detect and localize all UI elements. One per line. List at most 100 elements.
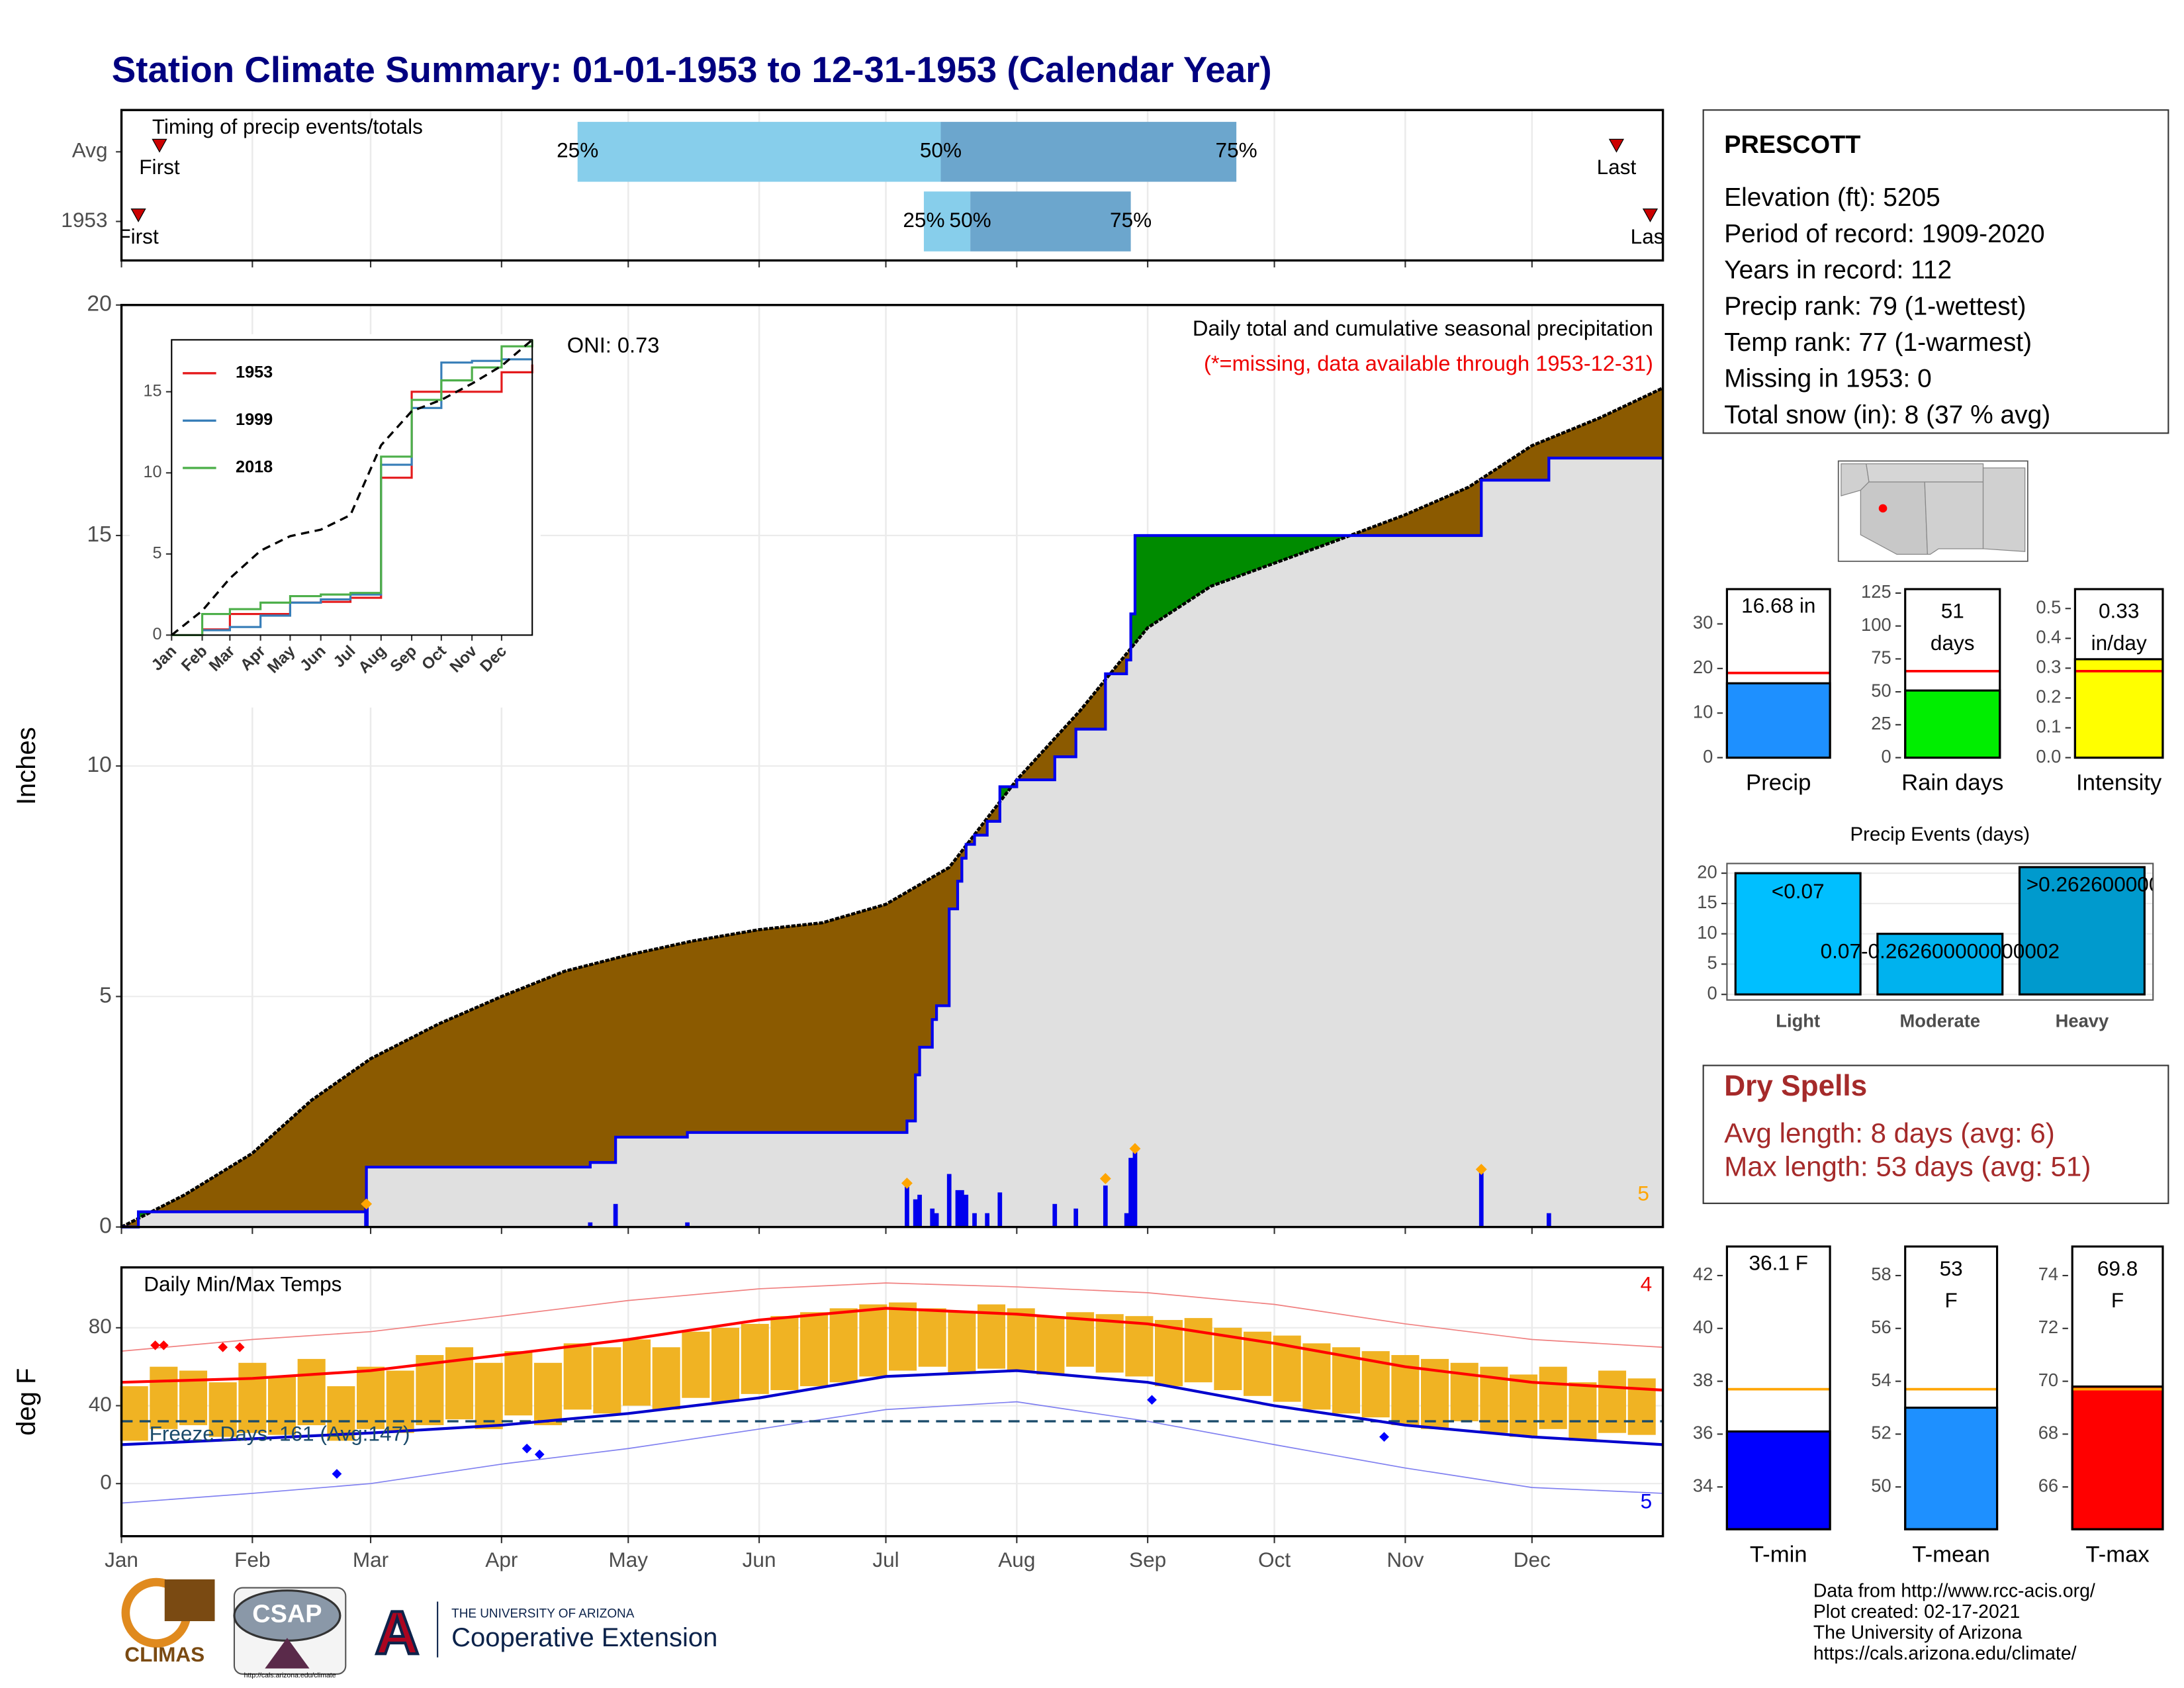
dry-spells-box bbox=[1702, 1064, 2169, 1204]
legend-label: 2018 bbox=[236, 458, 273, 477]
temp-bar bbox=[267, 1376, 296, 1435]
temp-bar bbox=[918, 1308, 946, 1367]
temp-bar bbox=[948, 1312, 976, 1373]
value-label: 51 days bbox=[1931, 599, 1975, 655]
temp-bar bbox=[770, 1316, 799, 1390]
daily-bar bbox=[1073, 1208, 1079, 1227]
bar bbox=[1876, 933, 2004, 996]
record-marker bbox=[234, 1342, 245, 1352]
percent-label: 50% bbox=[920, 138, 962, 162]
bar-frame bbox=[1725, 1245, 1831, 1530]
temp-bar bbox=[711, 1327, 740, 1402]
y-tick-label: 54 bbox=[1871, 1370, 1891, 1390]
temp-bar bbox=[475, 1362, 503, 1429]
marker-label: Last bbox=[1631, 224, 1670, 248]
category-label: Intensity bbox=[2076, 771, 2162, 796]
y-tick-label: 74 bbox=[2038, 1264, 2058, 1284]
timing-bar bbox=[940, 122, 1237, 182]
y-tick-label: 15 bbox=[1697, 892, 1717, 912]
temp-bar bbox=[563, 1343, 592, 1410]
temp-bar bbox=[622, 1339, 651, 1406]
plot-frame bbox=[1726, 863, 2154, 1001]
temp-bar bbox=[120, 1386, 148, 1441]
info-line: Precip rank: 79 (1-wettest) bbox=[1724, 292, 2026, 320]
record-marker bbox=[158, 1340, 169, 1350]
map-state bbox=[1866, 463, 1984, 483]
series-line bbox=[171, 340, 533, 636]
logo-text: CSAP bbox=[252, 1601, 322, 1628]
class-label: <0.07 bbox=[1772, 879, 1825, 903]
y-tick-label: 100 bbox=[1861, 614, 1891, 635]
y-tick-label: 5 bbox=[153, 544, 162, 563]
bar-frame bbox=[1904, 588, 2001, 759]
y-tick-label: 0.1 bbox=[2036, 716, 2061, 737]
y-tick-label: 125 bbox=[1861, 581, 1891, 602]
category-label: Moderate bbox=[1900, 1011, 1981, 1031]
value-label: 53 F bbox=[1940, 1256, 1963, 1312]
y-tick-label: 10 bbox=[143, 463, 161, 481]
y-tick-label: 58 bbox=[1871, 1264, 1891, 1284]
temp-bar bbox=[1066, 1312, 1095, 1367]
logo-text: THE UNIVERSITY OF ARIZONA bbox=[451, 1607, 635, 1620]
inset-background bbox=[130, 334, 541, 708]
y-tick-label: 80 bbox=[89, 1314, 112, 1338]
category-label: T-mean bbox=[1912, 1542, 1990, 1567]
temp-bar bbox=[1036, 1316, 1065, 1375]
x-tick-label: May bbox=[608, 1548, 648, 1571]
timing-marker bbox=[1608, 138, 1625, 153]
category-label: T-min bbox=[1750, 1542, 1807, 1567]
x-tick-label: Mar bbox=[353, 1548, 388, 1571]
logo-url: http://cals.arizona.edu/climate bbox=[244, 1671, 336, 1679]
plot-frame bbox=[120, 304, 1664, 1229]
marker-label: First bbox=[118, 224, 159, 248]
timing-marker bbox=[1642, 208, 1659, 222]
daily-bar bbox=[917, 1194, 922, 1227]
y-tick-label: 56 bbox=[1871, 1317, 1891, 1337]
temp-bar bbox=[977, 1304, 1006, 1369]
timing-bar bbox=[923, 191, 971, 252]
temp-bar bbox=[1125, 1316, 1154, 1377]
normal-low-line bbox=[121, 1369, 1663, 1446]
normal-high-line bbox=[121, 1307, 1663, 1392]
y-tick-label: 75 bbox=[1871, 647, 1891, 668]
y-tick-label: 0.4 bbox=[2036, 627, 2061, 647]
temp-bar bbox=[1539, 1366, 1567, 1429]
logo-csap: CSAP http://cals.arizona.edu/climate bbox=[233, 1587, 347, 1679]
y-tick-label: 15 bbox=[87, 522, 111, 547]
temp-bar bbox=[356, 1366, 385, 1429]
series-line bbox=[171, 358, 533, 636]
y-tick-label: 10 bbox=[1697, 922, 1717, 943]
record-count: 5 bbox=[1637, 1182, 1649, 1205]
logo-ua: A THE UNIVERSITY OF ARIZONA Cooperative … bbox=[374, 1597, 718, 1669]
y-tick-label: 20 bbox=[87, 292, 111, 316]
map-state bbox=[1924, 481, 1984, 555]
y-tick-label: 10 bbox=[87, 753, 111, 777]
daily-bar bbox=[1103, 1185, 1108, 1227]
value-label: 16.68 in bbox=[1741, 594, 1815, 618]
record-marker bbox=[522, 1443, 532, 1454]
percent-label: 25% bbox=[903, 208, 944, 232]
bar bbox=[2071, 1385, 2164, 1530]
timing-marker bbox=[130, 208, 146, 222]
temp-bar bbox=[1302, 1343, 1331, 1410]
logo-text: CLIMAS bbox=[124, 1642, 205, 1666]
bar bbox=[2018, 866, 2146, 996]
observed-line bbox=[121, 456, 1663, 1229]
logo-shape bbox=[164, 1579, 215, 1622]
percent-label: 25% bbox=[557, 138, 598, 162]
y-tick-label: 40 bbox=[1693, 1317, 1713, 1337]
y-tick-label: 72 bbox=[2038, 1317, 2058, 1337]
daily-bar bbox=[1546, 1213, 1551, 1227]
y-tick-label: 40 bbox=[89, 1392, 112, 1416]
row-label: Avg bbox=[72, 138, 108, 162]
y-tick-label: 0.3 bbox=[2036, 657, 2061, 677]
timing-bar bbox=[577, 122, 941, 182]
temp-bar bbox=[888, 1302, 917, 1371]
temp-bar bbox=[150, 1366, 178, 1429]
bar bbox=[2073, 658, 2164, 759]
x-tick-label: Jul bbox=[872, 1548, 899, 1571]
y-tick-label: 5 bbox=[1707, 953, 1717, 973]
y-tick-label: 34 bbox=[1693, 1476, 1713, 1496]
plot-frame bbox=[120, 109, 1664, 262]
